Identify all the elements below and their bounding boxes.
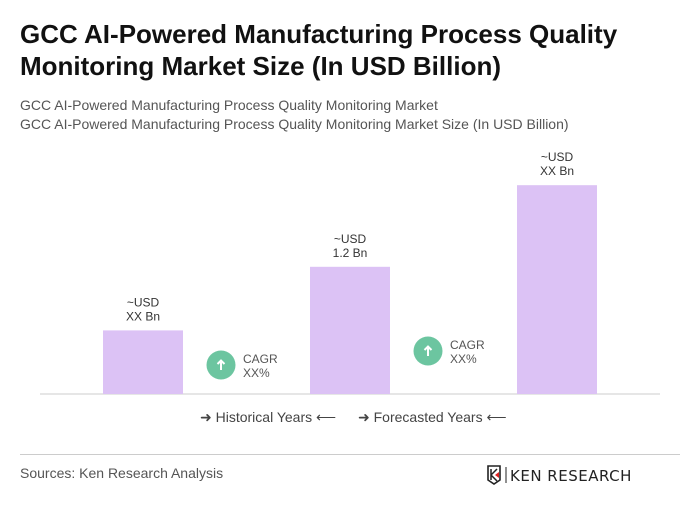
cagr-label: XX% <box>243 366 270 380</box>
legend-forecasted-label: Forecasted Years <box>373 409 483 425</box>
svg-text:KEN RESEARCH: KEN RESEARCH <box>510 467 632 485</box>
data-label: XX Bn <box>540 164 574 178</box>
ken-research-logo: KEN RESEARCH <box>486 463 666 492</box>
sources-text: Sources: Ken Research Analysis <box>20 465 224 481</box>
subtitle-2: GCC AI-Powered Manufacturing Process Qua… <box>20 116 569 132</box>
bar <box>310 266 390 394</box>
cagr-label: CAGR <box>243 352 278 366</box>
data-label: ~USD <box>541 150 574 164</box>
arrow-up-icon <box>216 359 226 370</box>
bar <box>517 185 597 394</box>
data-label: XX Bn <box>126 309 160 323</box>
legend-historical-label: Historical Years <box>215 409 313 425</box>
data-label: 1.2 Bn <box>333 246 368 260</box>
legend-historical: ➜ Historical Years ⟵ <box>200 409 337 425</box>
cagr-label: XX% <box>450 352 477 366</box>
legend-forecasted: ➜ Forecasted Years ⟵ <box>358 409 507 425</box>
arrow-up-icon <box>423 345 433 356</box>
data-label: ~USD <box>127 295 160 309</box>
data-label: ~USD <box>334 232 367 246</box>
cagr-label: CAGR <box>450 338 485 352</box>
bar <box>103 330 183 394</box>
subtitle: GCC AI-Powered Manufacturing Process Qua… <box>20 97 438 113</box>
divider <box>20 454 680 455</box>
page-title: GCC AI-Powered Manufacturing Process Qua… <box>20 19 618 81</box>
